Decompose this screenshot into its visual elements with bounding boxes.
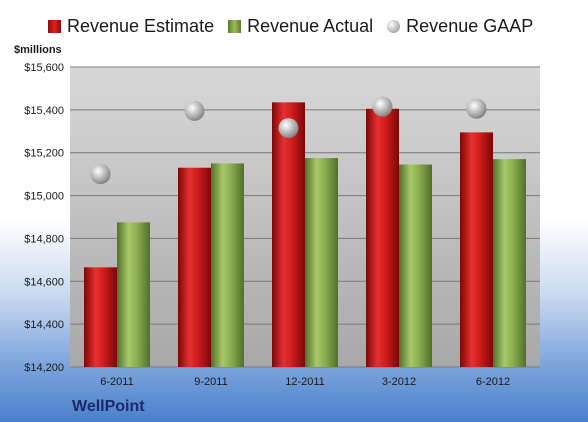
legend-item-estimate: Revenue Estimate <box>48 16 214 37</box>
bar-revenue-actual <box>117 222 150 367</box>
y-tick-label: $14,200 <box>24 362 64 374</box>
legend-swatch-gaap <box>387 19 401 33</box>
marker-revenue-gaap <box>184 100 205 121</box>
marker-revenue-gaap <box>466 98 487 119</box>
gaap-markers <box>90 96 487 185</box>
x-tick-label: 6-2011 <box>100 376 133 388</box>
company-name: WellPoint <box>72 398 145 415</box>
bar-revenue-estimate <box>272 102 305 367</box>
x-tick-label: 12-2011 <box>285 376 325 388</box>
y-axis-ticks: $14,200 $14,400 $14,600 $14,800 $15,000 $15,2… <box>24 62 64 374</box>
y-tick-label: $14,600 <box>24 276 64 288</box>
marker-revenue-gaap <box>90 164 111 185</box>
y-tick-label: $14,400 <box>24 319 64 331</box>
legend-label-gaap: Revenue GAAP <box>406 15 534 36</box>
bar-revenue-estimate <box>84 267 117 367</box>
legend-label-estimate: Revenue Estimate <box>67 15 215 36</box>
x-tick-label: 9-2011 <box>194 376 227 388</box>
legend-label-actual: Revenue Actual <box>247 15 374 36</box>
bar-revenue-actual <box>211 163 244 367</box>
bar-revenue-actual <box>493 159 526 367</box>
y-tick-label: $15,200 <box>24 148 64 160</box>
y-axis-unit-label: $millions <box>14 44 62 56</box>
x-axis-ticks: 6-2011 9-2011 12-2011 3-2012 6-2012 <box>100 376 510 388</box>
legend-swatch-estimate <box>48 19 61 33</box>
marker-revenue-gaap <box>278 118 299 139</box>
y-tick-label: $15,400 <box>24 105 64 117</box>
bar-revenue-estimate <box>460 132 493 367</box>
y-tick-label: $15,600 <box>24 62 64 74</box>
x-tick-label: 3-2012 <box>382 376 416 388</box>
bar-revenue-estimate <box>178 167 211 367</box>
legend-item-gaap: Revenue GAAP <box>387 16 533 37</box>
marker-revenue-gaap <box>372 96 393 117</box>
legend-item-actual: Revenue Actual <box>228 16 373 37</box>
y-tick-label: $15,000 <box>24 191 64 203</box>
x-tick-label: 6-2012 <box>476 376 510 388</box>
y-tick-label: $14,800 <box>24 233 64 245</box>
legend-swatch-actual <box>228 19 242 33</box>
legend: Revenue Estimate Revenue Actual Revenue … <box>48 14 568 38</box>
bars <box>84 102 526 368</box>
bar-revenue-estimate <box>366 108 399 368</box>
bar-revenue-actual <box>305 158 338 367</box>
bar-revenue-actual <box>399 164 432 367</box>
